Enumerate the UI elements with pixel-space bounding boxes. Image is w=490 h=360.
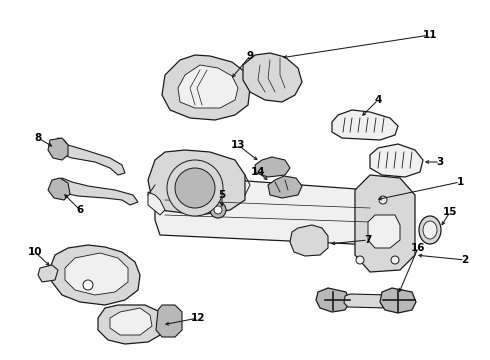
Polygon shape [316, 288, 350, 312]
Polygon shape [55, 178, 138, 205]
Polygon shape [156, 305, 182, 337]
Polygon shape [52, 138, 125, 175]
Polygon shape [380, 288, 416, 313]
Text: 1: 1 [456, 177, 464, 187]
Polygon shape [148, 150, 245, 215]
Ellipse shape [423, 221, 437, 239]
Circle shape [379, 196, 387, 204]
Polygon shape [255, 157, 290, 177]
Polygon shape [178, 65, 238, 108]
Text: 14: 14 [251, 167, 265, 177]
Polygon shape [155, 175, 395, 245]
Polygon shape [65, 253, 128, 295]
Text: 3: 3 [437, 157, 443, 167]
Text: 7: 7 [364, 235, 372, 245]
Polygon shape [243, 53, 302, 102]
Circle shape [391, 256, 399, 264]
Polygon shape [344, 294, 395, 308]
Circle shape [356, 256, 364, 264]
Polygon shape [290, 225, 328, 256]
Polygon shape [368, 215, 400, 248]
Polygon shape [98, 305, 165, 344]
Circle shape [210, 202, 226, 218]
Text: 13: 13 [231, 140, 245, 150]
Polygon shape [148, 192, 165, 215]
Polygon shape [48, 138, 68, 160]
Text: 6: 6 [76, 205, 84, 215]
Circle shape [214, 206, 222, 214]
Text: 8: 8 [34, 133, 42, 143]
Text: 15: 15 [443, 207, 457, 217]
Circle shape [167, 160, 223, 216]
Text: 5: 5 [219, 190, 225, 200]
Ellipse shape [419, 216, 441, 244]
Circle shape [175, 168, 215, 208]
Circle shape [185, 178, 205, 198]
Text: 10: 10 [28, 247, 42, 257]
Text: 9: 9 [246, 51, 253, 61]
Polygon shape [332, 110, 398, 140]
Polygon shape [370, 144, 423, 177]
Text: 11: 11 [423, 30, 437, 40]
Text: 4: 4 [374, 95, 382, 105]
Circle shape [83, 280, 93, 290]
Text: 16: 16 [411, 243, 425, 253]
Polygon shape [162, 55, 250, 120]
Polygon shape [50, 245, 140, 305]
Polygon shape [268, 176, 302, 198]
Text: 12: 12 [191, 313, 205, 323]
Text: 2: 2 [462, 255, 468, 265]
Polygon shape [355, 175, 415, 272]
Polygon shape [48, 178, 70, 200]
Polygon shape [110, 308, 152, 335]
Polygon shape [38, 265, 58, 282]
